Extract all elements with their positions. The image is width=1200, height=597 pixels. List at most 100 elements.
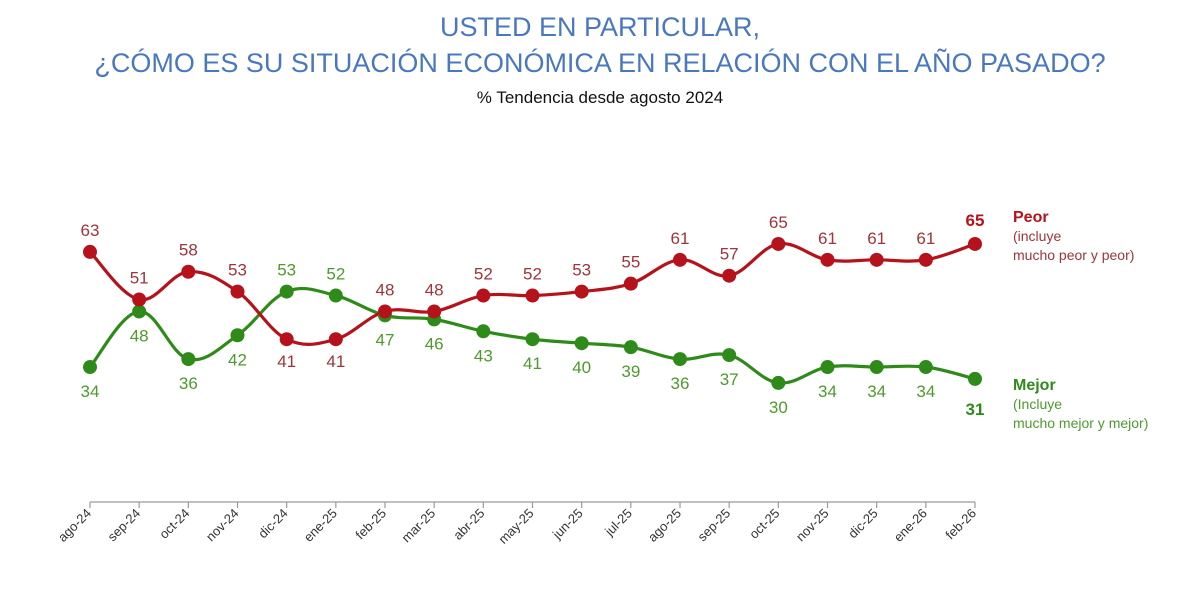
data-label-mejor: 34 [867,382,886,401]
legend-peor-desc-line-1: (incluye [1013,228,1061,244]
data-label-mejor: 52 [326,265,345,284]
data-point-mejor [820,360,835,375]
data-label-mejor: 34 [916,382,935,401]
legend-peor-name: Peor [1013,209,1049,226]
data-point-mejor [771,375,786,390]
data-point-peor [427,304,442,319]
data-point-mejor [132,304,147,319]
data-point-peor [328,332,343,347]
data-point-peor [476,288,491,303]
x-tick-label: jun-25 [549,506,586,543]
data-label-mejor: 48 [130,326,149,345]
data-label-mejor: 42 [228,350,247,369]
data-label-mejor: 37 [720,370,739,389]
data-label-peor: 41 [326,352,345,371]
x-tick-label: dic-24 [255,506,291,542]
data-label-mejor: 39 [621,362,640,381]
data-label-mejor: 40 [572,358,591,377]
x-tick-label: jul-25 [601,506,635,540]
data-label-peor: 53 [228,261,247,280]
data-label-peor: 53 [572,261,591,280]
data-label-mejor: 43 [474,346,493,365]
data-point-peor [378,304,392,319]
x-tick-label: nov-25 [793,506,832,545]
legend-mejor-name: Mejor [1013,377,1056,394]
data-label-mejor: 31 [966,400,985,419]
x-tick-label: mar-25 [399,506,439,546]
data-point-peor [623,276,638,291]
data-point-peor [574,284,589,299]
x-tick-label: may-25 [495,506,536,547]
data-label-peor: 63 [81,221,100,240]
x-tick-label: dic-25 [845,506,881,542]
chart-title-line-2: ¿CÓMO ES SU SITUACIÓN ECONÓMICA EN RELAC… [94,48,1106,78]
x-tick-label: sep-24 [105,506,144,545]
data-point-mejor [673,352,687,367]
data-label-peor: 65 [966,211,985,230]
data-label-mejor: 34 [818,382,837,401]
chart-title-line-1: USTED EN PARTICULAR, [439,12,761,42]
data-point-peor [132,292,147,307]
data-point-peor [230,284,245,299]
legend: Peor (incluye mucho peor y peor) Mejor (… [1013,209,1148,431]
data-label-mejor: 47 [376,330,395,349]
data-point-mejor [476,324,491,339]
data-point-mejor [918,360,933,375]
data-label-mejor: 46 [425,334,444,353]
data-labels: 63 51 58 53 41 41 48 48 52 52 53 55 61 57 65 61 61 61 65 34… [81,211,985,419]
data-point-mejor [623,340,638,355]
data-point-peor [722,268,737,283]
data-point-mejor [279,284,294,299]
data-label-mejor: 41 [523,354,542,373]
legend-mejor-desc-line-1: (Incluye [1013,396,1062,412]
legend-mejor-desc-line-2: mucho mejor y mejor) [1013,415,1148,431]
data-point-mejor [525,332,540,347]
data-point-mejor [328,288,343,303]
data-point-mejor [181,352,196,367]
data-label-peor: 52 [523,265,542,284]
data-label-mejor: 53 [277,261,296,280]
data-point-mejor [83,360,97,375]
data-point-mejor [230,328,245,343]
x-tick-label: feb-26 [942,506,979,543]
data-label-peor: 48 [376,280,395,299]
x-tick-label: oct-25 [746,506,782,542]
data-point-mejor [869,360,884,375]
data-point-peor [279,332,294,347]
data-point-peor [918,252,933,267]
data-label-peor: 57 [720,245,739,264]
x-tick-label: ene-25 [301,506,340,545]
data-label-mejor: 36 [671,374,690,393]
data-point-peor [673,252,687,267]
data-label-mejor: 30 [769,398,788,417]
data-label-peor: 61 [671,229,690,248]
data-label-peor: 61 [867,229,886,248]
data-label-peor: 55 [621,253,640,272]
data-label-peor: 61 [818,229,837,248]
x-tick-label: feb-25 [352,506,389,543]
data-point-peor [968,236,982,251]
data-label-peor: 52 [474,265,493,284]
x-tick-label: abr-25 [450,506,487,543]
data-point-peor [525,288,540,303]
data-label-peor: 58 [179,241,198,260]
data-label-peor: 48 [425,280,444,299]
x-axis: ago-24 sep-24 oct-24 nov-24 dic-24 ene-25 feb-… [55,501,979,547]
data-point-mejor [722,348,737,363]
legend-peor-desc-line-2: mucho peor y peor) [1013,247,1134,263]
data-label-mejor: 36 [179,374,198,393]
data-point-peor [83,244,97,259]
data-point-peor [181,264,196,279]
x-tick-label: ago-24 [55,506,94,545]
data-point-peor [820,252,835,267]
data-point-peor [771,236,786,251]
data-point-mejor [968,371,982,386]
x-tick-label: oct-24 [156,506,192,542]
data-point-mejor [574,336,589,351]
chart-subtitle: % Tendencia desde agosto 2024 [476,88,724,107]
x-tick-label: nov-24 [203,506,242,545]
x-tick-label: ene-26 [891,506,930,545]
data-label-peor: 41 [277,352,296,371]
data-label-peor: 65 [769,213,788,232]
